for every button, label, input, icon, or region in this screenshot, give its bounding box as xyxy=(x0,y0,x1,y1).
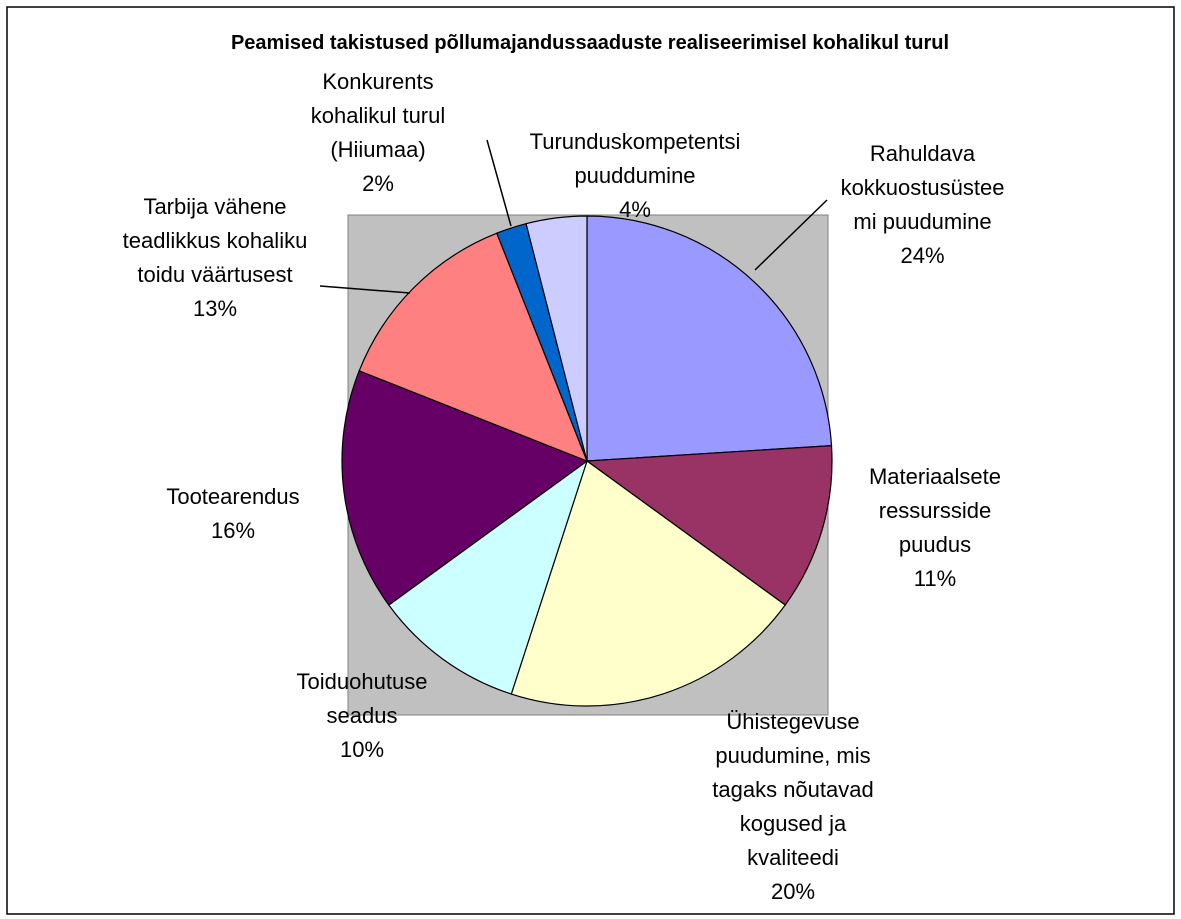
leader-line xyxy=(319,285,411,294)
slice-label: Konkurents kohalikul turul (Hiiumaa) 2% xyxy=(293,65,463,201)
category-label: Tarbija vähene teadlikkus kohaliku toidu… xyxy=(122,194,308,287)
slice-label: Turunduskompetentsi puuddumine 4% xyxy=(520,125,750,227)
slice-label: Tootearendus 16% xyxy=(148,480,318,548)
chart-title: Peamised takistused põllumajandussaadust… xyxy=(230,32,950,54)
slice-label: Toiduohutuse seadus 10% xyxy=(267,665,457,767)
category-label: Turunduskompetentsi puuddumine xyxy=(529,129,741,188)
value-label: 10% xyxy=(339,737,385,762)
leader-line xyxy=(754,199,828,271)
pie-slice xyxy=(387,459,589,695)
category-label: Materiaalsete ressursside puudus xyxy=(868,464,1002,557)
category-label: Toiduohutuse seadus xyxy=(296,669,428,728)
category-label: Konkurents kohalikul turul (Hiiumaa) xyxy=(310,69,446,162)
category-label: Ühistegevuse puudumine, mis tagaks nõuta… xyxy=(712,709,874,870)
value-label: 11% xyxy=(913,566,957,591)
slice-label: Materiaalsete ressursside puudus 11% xyxy=(850,460,1020,596)
slice-label: Tarbija vähene teadlikkus kohaliku toidu… xyxy=(110,190,320,326)
pie-slice xyxy=(341,370,589,606)
value-label: 16% xyxy=(210,518,256,543)
pie-slice xyxy=(510,460,787,707)
leader-line xyxy=(486,139,512,227)
pie-slice xyxy=(586,215,833,462)
category-label: Rahuldava kokkuostusüsteemi puudumine xyxy=(840,141,1005,234)
value-label: 2% xyxy=(362,171,394,196)
value-label: 4% xyxy=(619,197,651,222)
pie-slice xyxy=(585,444,833,606)
pie-slice xyxy=(525,215,588,462)
slice-label: Rahuldava kokkuostusüsteemi puudumine 24% xyxy=(835,137,1010,273)
slice-label: Ühistegevuse puudumine, mis tagaks nõuta… xyxy=(693,705,893,909)
value-label: 24% xyxy=(900,243,945,268)
slices xyxy=(341,215,833,707)
value-label: 20% xyxy=(770,879,816,904)
category-label: Tootearendus xyxy=(166,484,300,509)
pie-slice xyxy=(358,232,589,463)
value-label: 13% xyxy=(192,296,238,321)
